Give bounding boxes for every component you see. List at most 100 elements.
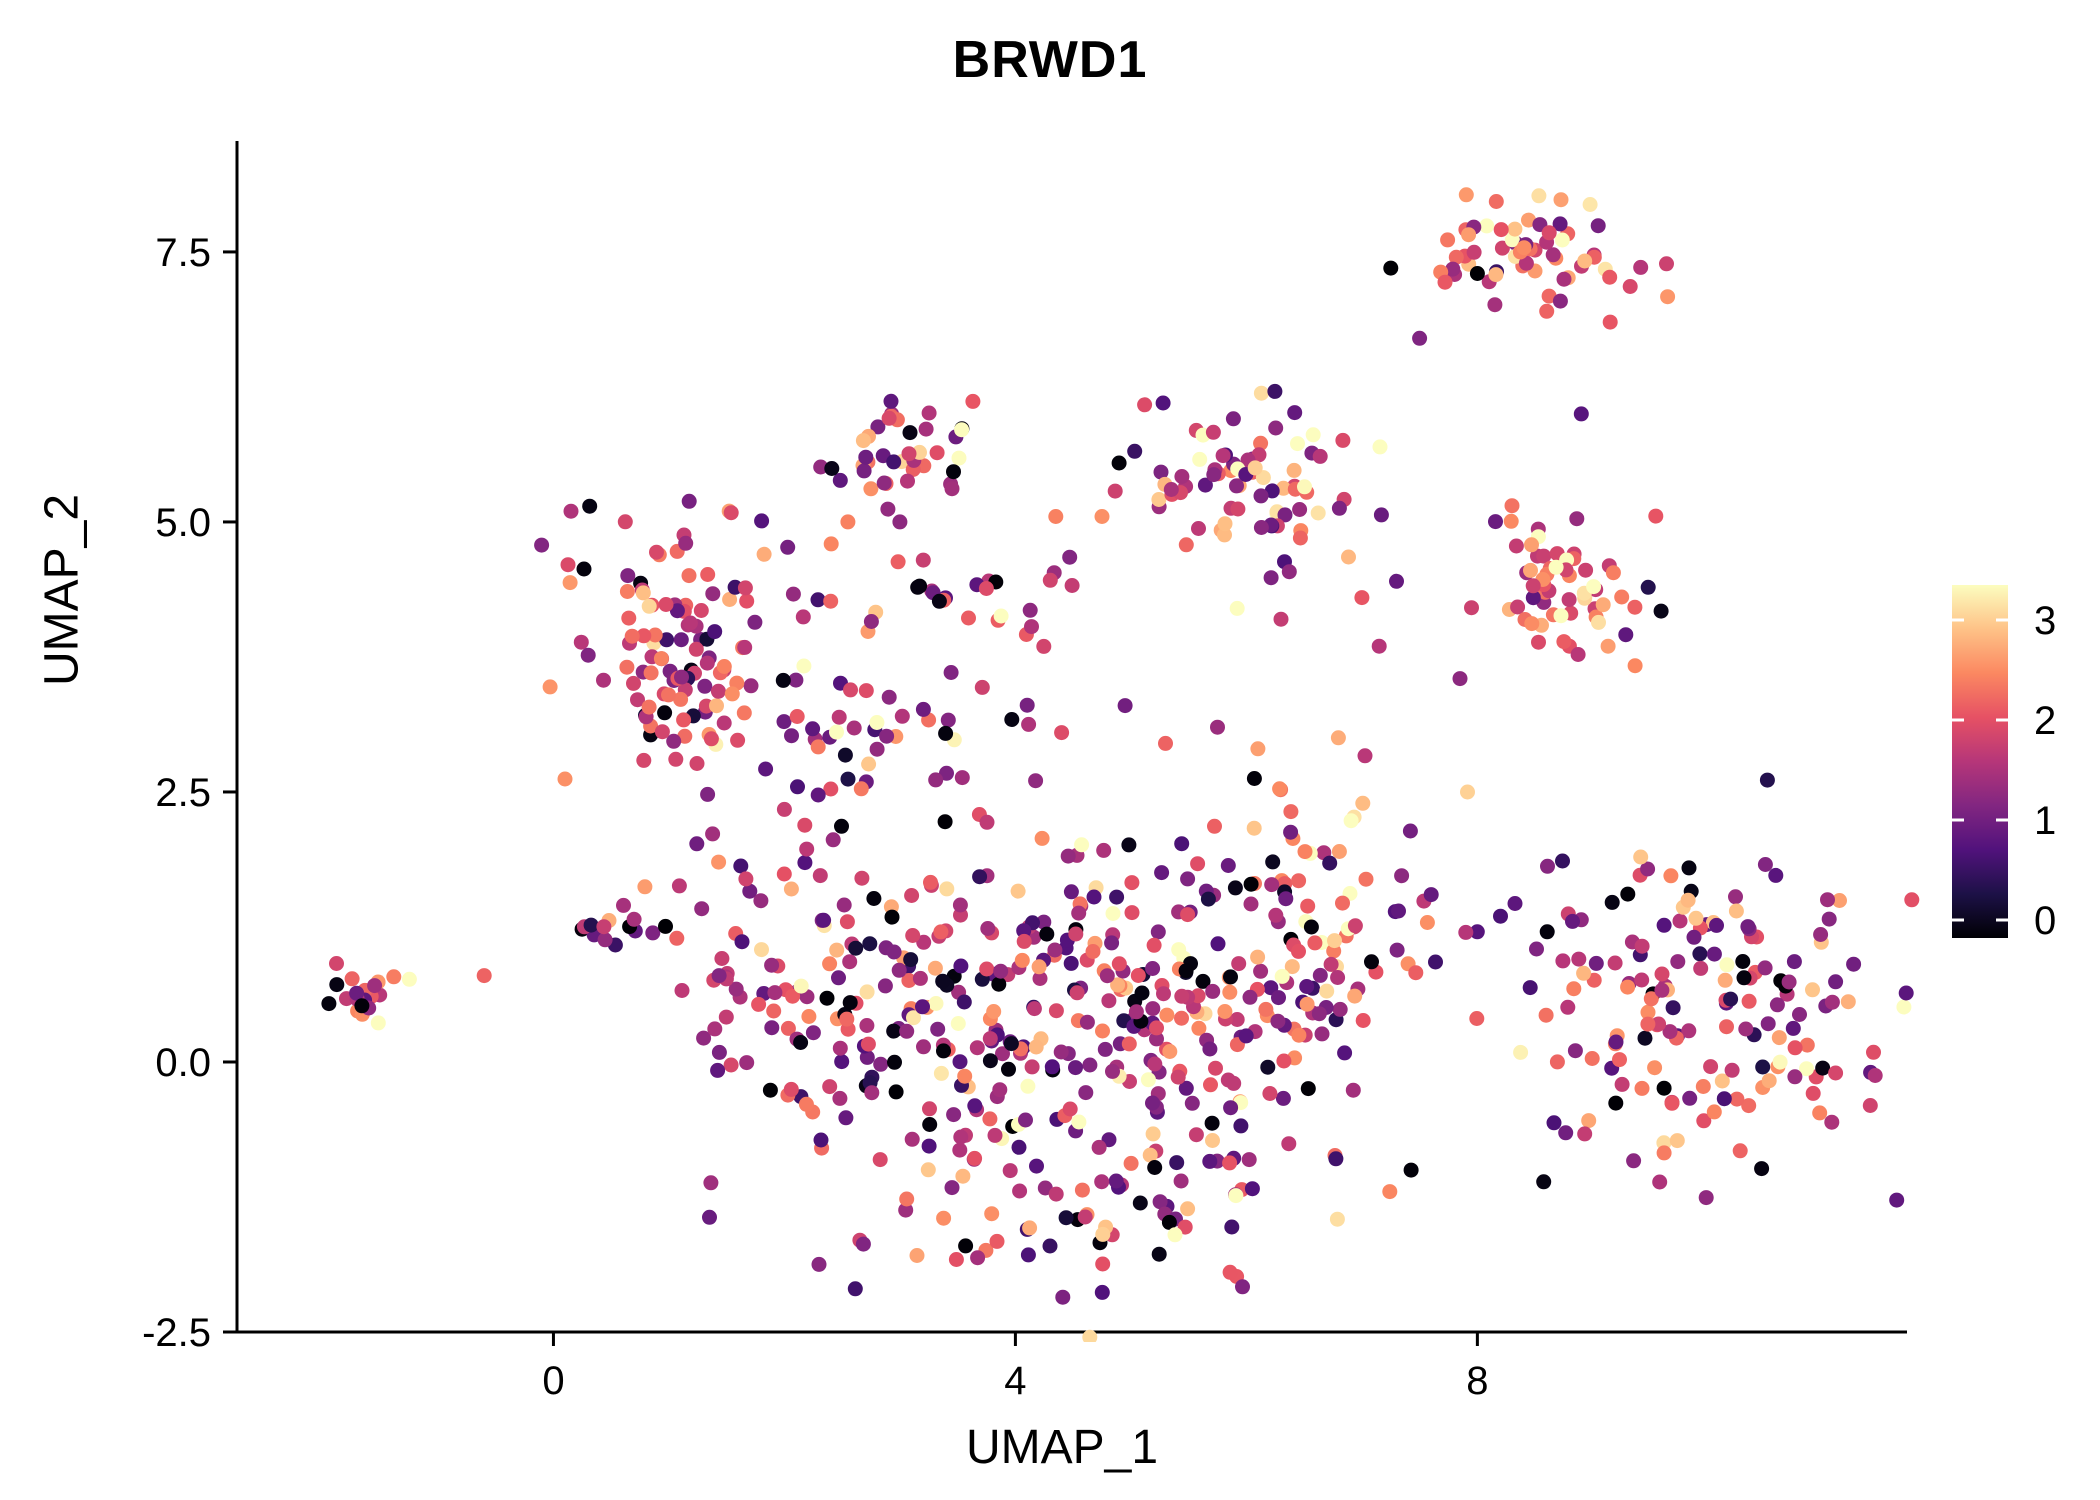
data-point (1653, 603, 1669, 619)
data-point (716, 659, 732, 674)
data-point (576, 561, 592, 577)
data-point (1448, 249, 1464, 265)
data-point (805, 721, 821, 737)
data-point (1130, 968, 1146, 983)
data-point (1815, 1060, 1831, 1076)
data-point (1717, 972, 1733, 988)
data-point (1618, 627, 1634, 643)
data-point (666, 733, 682, 749)
data-point (1524, 537, 1539, 553)
data-point (1787, 1040, 1803, 1056)
data-point (1281, 1136, 1297, 1152)
data-point (1640, 579, 1656, 595)
data-point (1281, 564, 1297, 580)
data-point (1419, 915, 1435, 930)
data-point (979, 961, 995, 977)
data-point (1573, 406, 1589, 422)
data-point (1197, 477, 1213, 493)
data-point (1732, 1143, 1748, 1159)
data-point (1627, 658, 1643, 674)
data-point (1555, 853, 1570, 869)
data-point (1493, 908, 1508, 924)
data-point (776, 866, 792, 882)
data-point (915, 701, 931, 717)
data-point (616, 897, 631, 913)
data-point (1569, 511, 1585, 527)
data-point (1608, 1034, 1624, 1050)
data-point (674, 669, 689, 685)
data-point (1044, 1059, 1060, 1075)
data-point (1299, 996, 1315, 1012)
data-point (624, 628, 640, 644)
data-point (1188, 1127, 1204, 1143)
data-point (1217, 527, 1232, 543)
data-point (1174, 988, 1190, 1004)
data-point (1235, 1279, 1250, 1295)
data-point (681, 568, 697, 584)
axes: 7.5 5.0 2.5 0.0 -2.5 0 4 8 (142, 141, 1907, 1403)
data-point (1504, 498, 1520, 514)
data-point (1192, 451, 1208, 467)
data-point (766, 1003, 782, 1019)
data-point (953, 1129, 969, 1145)
data-point (832, 472, 848, 488)
data-point (1330, 970, 1346, 985)
data-point (1105, 906, 1121, 921)
data-point (1265, 854, 1281, 870)
data-point (969, 1040, 985, 1056)
data-point (811, 1256, 827, 1272)
data-point (858, 683, 874, 699)
data-point (702, 1209, 717, 1225)
data-point (1728, 889, 1743, 905)
data-point (1373, 507, 1389, 523)
data-point (1741, 1098, 1757, 1114)
data-point (910, 579, 926, 595)
data-point (1142, 1147, 1158, 1163)
data-point (901, 973, 917, 988)
data-point (1513, 1044, 1529, 1060)
data-point (995, 1046, 1010, 1062)
data-point (1091, 1139, 1107, 1155)
data-point (1466, 244, 1482, 260)
data-point (881, 410, 897, 426)
y-tick-label: 0.0 (155, 1041, 211, 1085)
data-point (688, 641, 704, 657)
data-point (1805, 1085, 1821, 1101)
data-point (1145, 1001, 1161, 1017)
data-point (1516, 240, 1532, 256)
data-point (636, 752, 652, 768)
data-point (812, 868, 828, 884)
data-point (1328, 1151, 1344, 1167)
data-point (645, 925, 661, 941)
data-point (899, 1023, 915, 1039)
data-point (1553, 192, 1569, 208)
data-point (839, 914, 855, 930)
data-point (1904, 892, 1920, 908)
data-point (904, 888, 920, 903)
data-point (742, 883, 758, 899)
data-point (1372, 439, 1388, 455)
data-point (658, 597, 674, 612)
data-point (1686, 929, 1702, 945)
data-point (970, 1250, 986, 1266)
data-point (1155, 395, 1171, 411)
data-point (1253, 488, 1269, 504)
data-point (1104, 935, 1120, 951)
data-point (1019, 697, 1035, 713)
data-point (1276, 1053, 1292, 1069)
data-point (944, 481, 960, 497)
data-point (1698, 1190, 1714, 1206)
data-point (1123, 1155, 1139, 1171)
data-point (952, 1142, 968, 1158)
data-point (1247, 460, 1263, 476)
data-point (1227, 880, 1243, 896)
data-point (1195, 973, 1211, 989)
data-point (619, 659, 635, 675)
data-point (1137, 397, 1153, 413)
data-point (1735, 954, 1751, 969)
data-point (534, 537, 550, 553)
data-point (956, 994, 972, 1010)
data-point (967, 1150, 983, 1166)
data-point (1154, 865, 1170, 881)
